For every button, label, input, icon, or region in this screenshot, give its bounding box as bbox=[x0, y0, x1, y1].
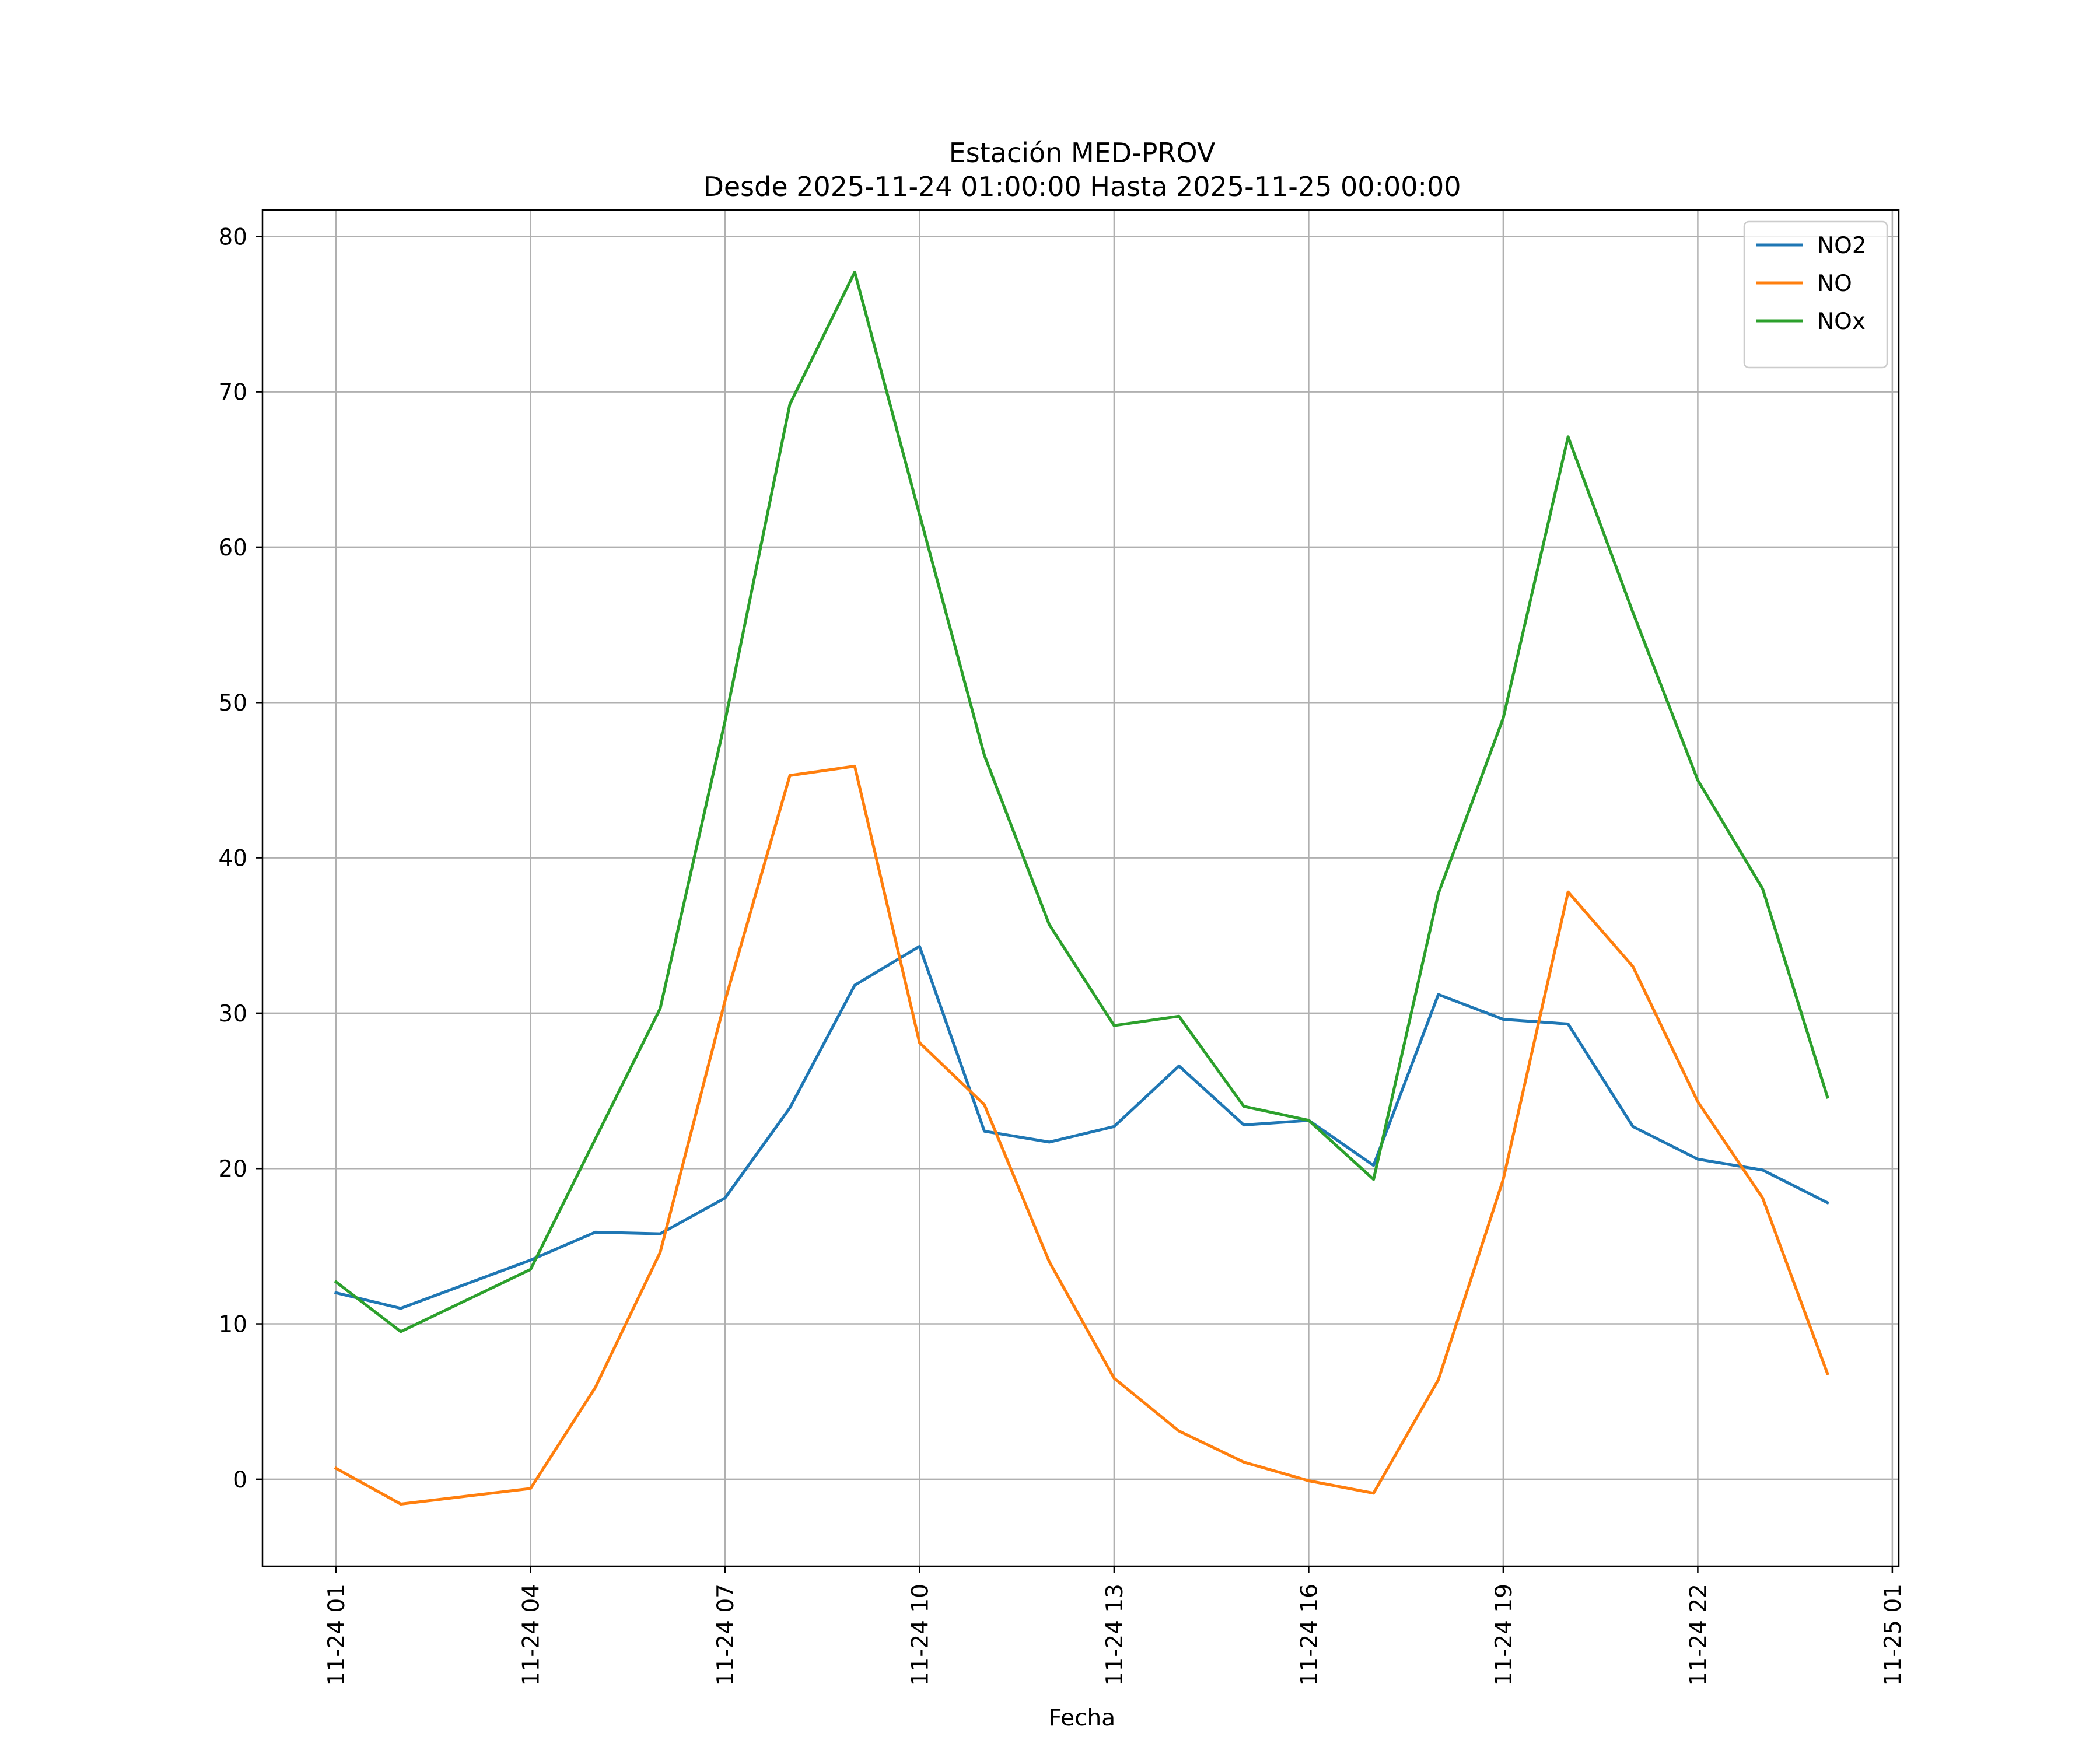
legend-label-no2: NO2 bbox=[1817, 233, 1867, 259]
x-tick-label: 11-24 22 bbox=[1685, 1584, 1712, 1686]
y-tick-label: 30 bbox=[218, 1001, 247, 1027]
x-tick-label: 11-25 01 bbox=[1880, 1584, 1906, 1686]
y-tick-label: 50 bbox=[218, 690, 247, 716]
chart-title: Estación MED-PROV bbox=[949, 137, 1216, 169]
chart-subtitle: Desde 2025-11-24 01:00:00 Hasta 2025-11-… bbox=[703, 171, 1461, 202]
y-tick-label: 0 bbox=[233, 1467, 247, 1493]
axis-ticks: 0 10 20 30 40 50 60 70 80 11-24 01 11-24 04 11-24 0… bbox=[218, 224, 1906, 1686]
legend: NO2 NO NOx bbox=[1743, 220, 1888, 369]
x-axis-label: Fecha bbox=[1049, 1705, 1115, 1731]
x-tick-label: 11-24 19 bbox=[1491, 1584, 1517, 1686]
series-lines bbox=[334, 271, 1830, 1506]
y-tick-label: 80 bbox=[218, 224, 247, 250]
legend-box bbox=[1743, 220, 1888, 369]
x-tick-label: 11-24 07 bbox=[713, 1584, 739, 1686]
x-tick-label: 11-24 04 bbox=[518, 1584, 544, 1686]
x-tick-label: 11-24 16 bbox=[1296, 1584, 1322, 1686]
x-tick-label: 11-24 13 bbox=[1102, 1584, 1128, 1686]
y-tick-label: 60 bbox=[218, 535, 247, 561]
grid bbox=[262, 210, 1899, 1566]
y-tick-label: 10 bbox=[218, 1312, 247, 1338]
x-tick-label: 11-24 01 bbox=[324, 1584, 350, 1686]
y-tick-label: 20 bbox=[218, 1156, 247, 1182]
series-line-no2 bbox=[334, 944, 1830, 1310]
x-tick-label: 11-24 10 bbox=[907, 1584, 933, 1686]
legend-label-nox: NOx bbox=[1817, 309, 1866, 335]
series-line-no bbox=[334, 764, 1829, 1506]
y-tick-label: 70 bbox=[218, 380, 247, 406]
series-line-nox bbox=[334, 271, 1829, 1334]
plot-frame bbox=[261, 209, 1900, 1567]
legend-label-no: NO bbox=[1817, 271, 1852, 297]
y-tick-label: 40 bbox=[218, 846, 247, 872]
